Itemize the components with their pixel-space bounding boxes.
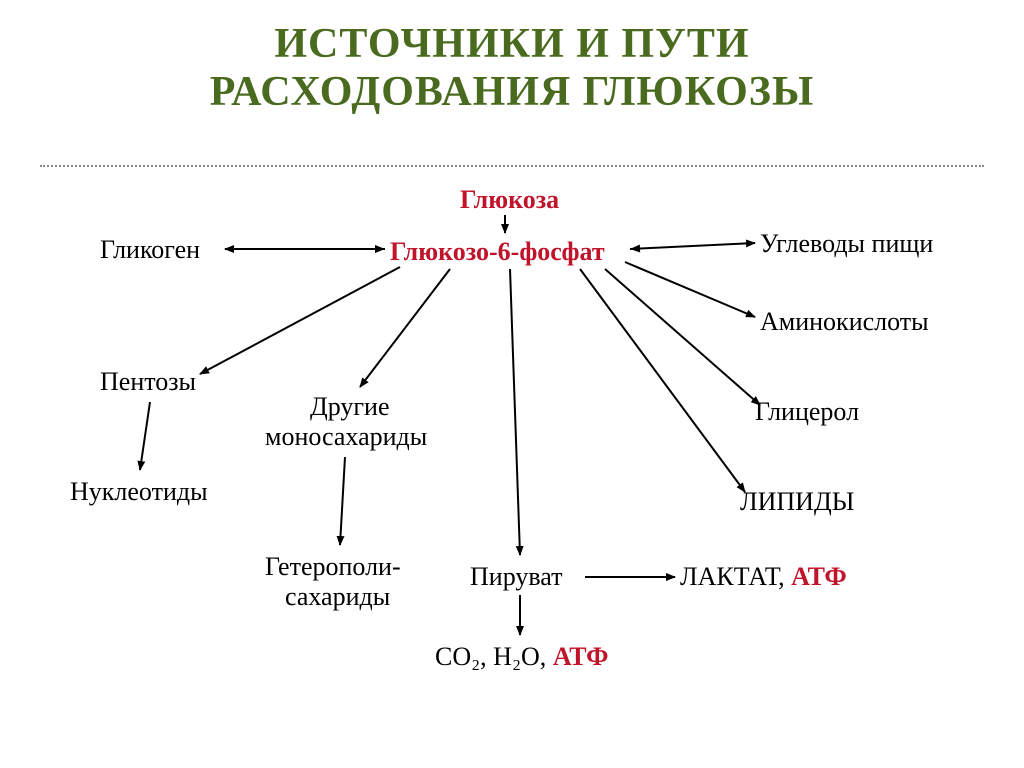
diagram-container: Глюкоза Глюкозо-6-фосфат Гликоген Углеводы … [40,165,984,737]
node-othermono_l2: моносахариды [265,422,427,452]
node-pentose: Пентозы [100,367,196,397]
node-co2: CO₂, H₂O, АТФ [435,642,608,672]
node-carbs: Углеводы пищи [760,229,933,259]
node-glucose: Глюкоза [460,185,559,215]
node-lactate: ЛАКТАТ, АТФ [680,562,847,592]
node-hetero_l2: сахариды [285,582,390,612]
node-glycogen: Гликоген [100,235,200,265]
title-line-1: ИСТОЧНИКИ И ПУТИ [0,20,1024,68]
node-pyruvate: Пируват [470,562,563,592]
slide-title: ИСТОЧНИКИ И ПУТИ РАСХОДОВАНИЯ ГЛЮКОЗЫ [0,0,1024,117]
node-amino: Аминокислоты [760,307,929,337]
node-nucleot: Нуклеотиды [70,477,208,507]
node-g6p: Глюкозо-6-фосфат [390,237,605,267]
node-lipids: ЛИПИДЫ [740,487,854,517]
node-othermono_l1: Другие [310,392,390,422]
node-glycerol: Глицерол [755,397,859,427]
node-hetero_l1: Гетерополи- [265,552,401,582]
title-line-2: РАСХОДОВАНИЯ ГЛЮКОЗЫ [0,68,1024,116]
